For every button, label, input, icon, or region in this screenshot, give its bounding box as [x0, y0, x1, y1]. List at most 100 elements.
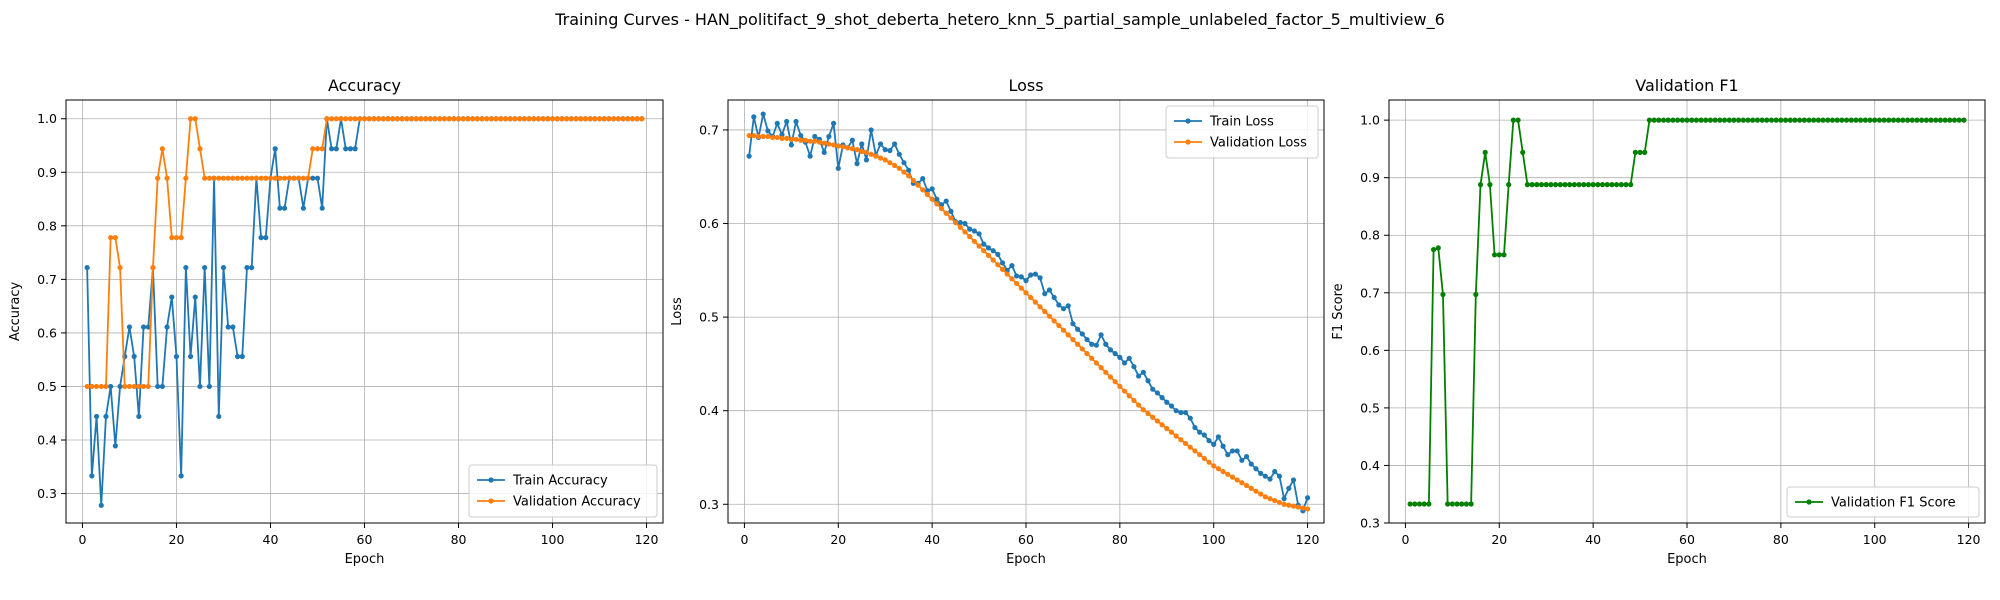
chart-3-series-1-point-95	[1848, 117, 1854, 123]
chart-2-series-2-point-16	[816, 139, 823, 145]
chart-2-series-1-point-75	[1093, 342, 1099, 348]
chart-1-series-2-point-119	[639, 116, 645, 122]
chart-1-series-2-point-1	[84, 383, 90, 390]
chart-3-series-1-point-35	[1567, 182, 1573, 188]
chart-1-xtick-label-5: 100	[541, 532, 565, 547]
chart-1-xlabel: Epoch	[345, 552, 385, 567]
chart-2-legend-marker-1	[1185, 118, 1191, 124]
chart-3-series-1-point-42	[1599, 182, 1606, 188]
chart-3-series-1-point-20	[1496, 252, 1502, 258]
chart-1-series-1-point-51	[319, 205, 325, 211]
chart-2-series-1-point-33	[896, 151, 902, 157]
chart-1-series-2-point-113	[611, 116, 617, 122]
chart-1-series-1-point-17	[159, 383, 165, 390]
chart-2-series-1-point-18	[826, 133, 832, 140]
chart-3-series-1-point-61	[1689, 117, 1695, 123]
chart-3-series-1-point-2	[1412, 501, 1418, 507]
chart-1-series-2-point-27	[206, 175, 212, 181]
chart-1-series-2-point-60	[361, 116, 368, 122]
chart-2-series-1-point-100	[1211, 441, 1217, 447]
chart-1-series-2-point-33	[234, 175, 241, 181]
chart-3-series-1-point-3	[1416, 501, 1423, 507]
chart-3-xtick-label-4: 80	[1773, 532, 1789, 547]
chart-2-series-1-point-11	[793, 118, 799, 125]
chart-2-series-2-point-35	[906, 173, 912, 179]
chart-1-ytick-label-1: 0.4	[37, 433, 57, 448]
chart-2-series-1-point-85	[1140, 369, 1146, 375]
chart-2-legend-marker-2	[1185, 139, 1191, 145]
chart-3-series-1-point-90	[1825, 117, 1831, 123]
chart-2-series-1-point-17	[821, 149, 827, 156]
chart-3-title: Validation F1	[1635, 76, 1738, 95]
chart-2-ylabel: Loss	[670, 297, 685, 326]
chart-2-series-2-point-40	[929, 196, 935, 202]
chart-3-series-1-point-107	[1904, 117, 1911, 123]
chart-1-series-1-point-50	[314, 175, 321, 181]
chart-2-series-1-point-46	[957, 220, 963, 226]
chart-2-series-2-point-64	[1042, 308, 1048, 315]
chart-2-series-2-point-88	[1154, 418, 1160, 424]
chart-2-series-2-point-70	[1070, 336, 1076, 343]
chart-2-xtick-label-2: 40	[924, 532, 940, 547]
chart-2-series-1-point-102	[1220, 443, 1226, 449]
chart-2-series-1-point-30	[882, 147, 888, 153]
chart-1-series-2-point-43	[281, 175, 288, 181]
chart-3-series-1-point-80	[1778, 117, 1784, 123]
chart-2-series-1-point-112	[1267, 476, 1273, 482]
chart-2-series-1-point-67	[1056, 302, 1062, 308]
chart-2-series-2-point-72	[1079, 346, 1085, 352]
chart-3-series-1-point-118	[1956, 117, 1962, 123]
chart-3-series-1-point-109	[1914, 117, 1920, 123]
chart-1-series-1-point-54	[333, 146, 339, 152]
chart-1-series-2-point-24	[192, 116, 198, 122]
chart-3-series-1-point-43	[1604, 182, 1610, 188]
chart-1-series-2-point-114	[615, 116, 621, 122]
chart-2-series-1-point-8	[779, 132, 785, 138]
chart-3-series-1-point-5	[1426, 501, 1432, 507]
chart-1-xtick-label-6: 120	[635, 532, 659, 547]
chart-3-series-1-point-98	[1862, 117, 1868, 123]
chart-1-ylabel: Accuracy	[8, 282, 23, 342]
chart-2-series-2-point-6	[769, 134, 776, 141]
chart-3-series-1-point-51	[1642, 149, 1648, 155]
chart-2-series-1-point-91	[1168, 403, 1175, 409]
chart-1-series-2-point-4	[98, 383, 104, 390]
chart-3-legend-box	[1786, 486, 1980, 518]
chart-3-series-1-point-81	[1782, 117, 1789, 123]
chart-1-series-2-point-39	[263, 175, 269, 181]
chart-2-xtick-label-4: 80	[1112, 532, 1128, 547]
chart-2-series-1-point-53	[990, 248, 996, 254]
chart-1-series-2-point-19	[169, 235, 175, 241]
chart-1-series-1-point-11	[131, 353, 137, 360]
chart-2-series-1-point-116	[1286, 485, 1292, 491]
chart-2-series-1-point-95	[1187, 415, 1193, 421]
chart-3-ytick-label-3: 0.6	[1360, 343, 1380, 358]
chart-1-series-1-point-13	[140, 324, 147, 330]
chart-2-series-2-point-114	[1276, 499, 1283, 506]
chart-2-legend-label-2: Validation Loss	[1210, 136, 1307, 151]
chart-1-series-1-point-2	[89, 473, 95, 479]
chart-3-series-1-point-114	[1937, 117, 1944, 123]
chart-1-series-1-point-53	[328, 146, 335, 152]
chart-3-series-1-point-45	[1614, 182, 1620, 188]
chart-2-series-1-point-57	[1009, 263, 1015, 269]
chart-2-series-1-point-5	[765, 128, 771, 134]
chart-3-series-1-point-97	[1858, 117, 1864, 123]
chart-2-series-2-point-13	[802, 137, 809, 143]
chart-1-xtick-label-2: 40	[263, 532, 279, 547]
chart-3-xtick-label-1: 20	[1491, 532, 1507, 547]
chart-3-ylabel: F1 Score	[1331, 283, 1346, 339]
chart-2-series-1-point-88	[1154, 390, 1160, 396]
chart-3-xtick-label-3: 60	[1679, 532, 1695, 547]
chart-3-series-1-point-47	[1623, 182, 1629, 188]
chart-1-series-2-point-7	[112, 235, 118, 241]
chart-2-series-2-point-65	[1046, 313, 1053, 319]
chart-2-series-2-point-73	[1084, 351, 1090, 357]
chart-1-series-1-point-7	[112, 443, 118, 449]
chart-3-series-1-point-21	[1501, 252, 1507, 258]
chart-2-series-1-point-35	[906, 167, 912, 173]
chart-1-series-2-point-88	[493, 116, 499, 122]
chart-1-ytick-label-7: 1.0	[37, 111, 57, 126]
chart-1-series-2-point-12	[136, 383, 142, 390]
